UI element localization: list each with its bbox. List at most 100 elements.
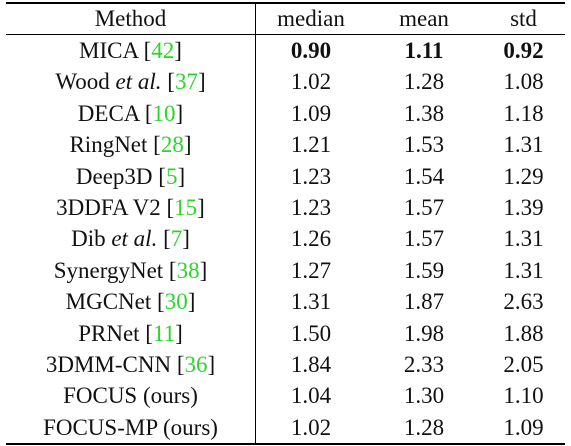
method-cell: MICA [42] <box>79 38 182 63</box>
mean-cell: 1.28 <box>403 414 445 440</box>
table-row: PRNet [11] 1.50 1.98 1.88 <box>6 318 565 349</box>
citation-link[interactable]: 37 <box>174 69 198 95</box>
method-name: FOCUS (ours) <box>63 383 198 409</box>
table-row: DECA [10] 1.09 1.38 1.18 <box>6 98 565 129</box>
method-cell: FOCUS (ours) <box>6 380 255 411</box>
table-row: FOCUS-MP (ours) 1.02 1.28 1.09 <box>6 412 565 443</box>
mean-cell: 1.57 <box>403 226 445 252</box>
method-cell: 3DDFA V2 [15] <box>56 195 205 220</box>
method-cell: Dib et al. [7] <box>71 226 190 252</box>
header-mean: mean <box>399 6 449 31</box>
median-cell: 1.23 <box>290 195 332 220</box>
table-row: 3DMM-CNN [36] 1.84 2.33 2.05 <box>6 349 565 380</box>
method-cell: RingNet [28] <box>69 132 192 158</box>
median-cell: 0.90 <box>290 38 332 63</box>
table-header-row: Method median mean std <box>6 3 565 34</box>
citation-link[interactable]: 30 <box>164 289 188 315</box>
mean-cell: 1.38 <box>403 100 445 126</box>
std-cell: 1.31 <box>503 132 544 158</box>
header-rule <box>6 34 565 35</box>
method-name: MGCNet <box>65 289 152 315</box>
std-cell: 1.31 <box>503 226 544 252</box>
bottom-rule <box>6 443 565 445</box>
std-cell: 1.09 <box>503 414 544 440</box>
mean-cell: 1.59 <box>403 257 445 283</box>
table-row: MGCNet [30] 1.31 1.87 2.63 <box>6 286 565 317</box>
std-cell: 2.63 <box>503 289 544 315</box>
method-cell: PRNet [11] <box>78 320 183 346</box>
table-row: MICA [42] 0.90 1.11 0.92 <box>6 35 565 66</box>
column-separator <box>255 2 256 444</box>
median-cell: 1.02 <box>290 414 332 440</box>
std-cell: 1.31 <box>503 257 544 283</box>
method-name: 3DMM-CNN <box>45 352 172 377</box>
method-cell: 3DMM-CNN [36] <box>45 352 216 377</box>
mean-cell: 1.28 <box>403 69 445 95</box>
header-method: Method <box>94 6 167 31</box>
mean-cell: 1.30 <box>403 383 445 409</box>
median-cell: 1.27 <box>290 257 332 283</box>
table-row: SynergyNet [38] 1.27 1.59 1.31 <box>6 255 565 286</box>
std-cell: 1.39 <box>503 195 544 220</box>
top-rule <box>6 2 565 4</box>
median-cell: 1.23 <box>290 163 332 189</box>
method-suffix: et al. <box>115 69 162 95</box>
method-name: FOCUS-MP (ours) <box>43 414 218 440</box>
std-cell: 0.92 <box>503 38 544 63</box>
mean-cell: 1.57 <box>403 195 445 220</box>
std-cell: 1.10 <box>503 383 544 409</box>
median-cell: 1.26 <box>290 226 332 252</box>
method-cell: Deep3D [5] <box>75 163 186 189</box>
mean-cell: 2.33 <box>403 352 445 377</box>
citation-link[interactable]: 10 <box>152 100 176 126</box>
table-row: Dib et al. [7] 1.26 1.57 1.31 <box>6 223 565 254</box>
median-cell: 1.31 <box>290 289 332 315</box>
table-row: FOCUS (ours) 1.04 1.30 1.10 <box>6 380 565 411</box>
method-cell: FOCUS-MP (ours) <box>6 412 255 443</box>
mean-cell: 1.54 <box>403 163 445 189</box>
method-name: SynergyNet <box>53 257 164 283</box>
citation-link[interactable]: 36 <box>184 352 208 377</box>
median-cell: 1.04 <box>290 383 332 409</box>
method-cell: MGCNet [30] <box>65 289 196 315</box>
method-cell: Wood et al. [37] <box>55 69 206 95</box>
std-cell: 1.18 <box>503 100 544 126</box>
median-cell: 1.84 <box>290 352 332 377</box>
mean-cell: 1.87 <box>403 289 445 315</box>
method-name: Deep3D <box>75 163 153 189</box>
median-cell: 1.50 <box>290 320 332 346</box>
table-row: RingNet [28] 1.21 1.53 1.31 <box>6 129 565 160</box>
citation-link[interactable]: 11 <box>152 320 176 346</box>
table-row: Deep3D [5] 1.23 1.54 1.29 <box>6 161 565 192</box>
method-name: DECA <box>77 100 140 126</box>
std-cell: 1.29 <box>503 163 544 189</box>
std-cell: 2.05 <box>503 352 544 377</box>
header-median: median <box>277 6 345 31</box>
citation-link[interactable]: 5 <box>165 163 178 189</box>
method-name: MICA <box>79 38 138 63</box>
method-name: PRNet <box>78 320 140 346</box>
median-cell: 1.21 <box>290 132 332 158</box>
method-name: 3DDFA V2 <box>56 195 161 220</box>
mean-cell: 1.53 <box>403 132 445 158</box>
method-name: Dib <box>71 226 106 252</box>
citation-link[interactable]: 28 <box>160 132 184 158</box>
method-suffix: et al. <box>111 226 158 252</box>
std-cell: 1.88 <box>503 320 544 346</box>
mean-cell: 1.11 <box>404 38 444 63</box>
mean-cell: 1.98 <box>403 320 445 346</box>
std-cell: 1.08 <box>503 69 544 95</box>
method-cell: SynergyNet [38] <box>53 257 208 283</box>
header-std: std <box>510 6 537 31</box>
table-row: Wood et al. [37] 1.02 1.28 1.08 <box>6 66 565 97</box>
citation-link[interactable]: 42 <box>151 38 175 63</box>
citation-link[interactable]: 15 <box>174 195 198 220</box>
citation-link[interactable]: 38 <box>176 257 200 283</box>
median-cell: 1.09 <box>290 100 332 126</box>
table-row: 3DDFA V2 [15] 1.23 1.57 1.39 <box>6 192 565 223</box>
method-name: Wood <box>55 69 110 95</box>
method-cell: DECA [10] <box>77 100 184 126</box>
median-cell: 1.02 <box>290 69 332 95</box>
citation-link[interactable]: 7 <box>170 226 183 252</box>
